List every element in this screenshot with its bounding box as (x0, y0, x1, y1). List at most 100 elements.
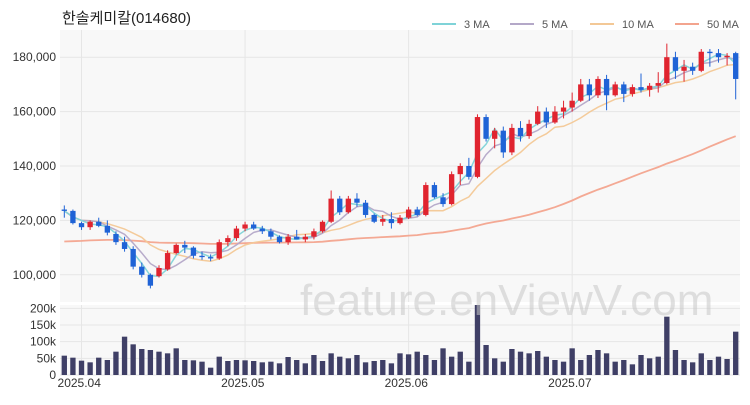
volume-bar (87, 362, 93, 375)
candle-body (492, 130, 498, 139)
candle-body (268, 231, 274, 237)
candle-body (655, 83, 661, 86)
candle-body (156, 268, 162, 277)
candle-body (474, 117, 481, 177)
axis-labels: 100,000 120,000 140,000 160,000 180,000 0 50k 1… (13, 50, 592, 390)
candle-body (638, 87, 644, 90)
volume-bar (294, 360, 300, 375)
volume-bar (448, 356, 455, 375)
volume-bar (242, 360, 248, 375)
volume-bar (70, 357, 76, 375)
volume-bar (199, 361, 205, 375)
candle-body (61, 209, 67, 211)
volume-bar (139, 349, 145, 375)
candle-body (362, 202, 369, 215)
candle-body (319, 221, 326, 232)
volume-bar (285, 357, 291, 375)
volume-bar (715, 356, 722, 375)
volume-bar (225, 361, 231, 375)
candle-body (70, 210, 76, 224)
candle-body (311, 231, 317, 237)
volume-bar (431, 360, 438, 375)
volume-bar (207, 367, 214, 375)
chart-title: 한솔케미칼(014680) (62, 10, 191, 27)
volume-bar (707, 360, 713, 375)
price-tick-label: 140,000 (13, 159, 57, 173)
candle-body (207, 257, 214, 259)
candle-body (646, 85, 653, 90)
ma50-line (64, 135, 737, 245)
candle-body (431, 185, 438, 198)
candle-body (233, 228, 240, 239)
volume-bar (423, 355, 429, 375)
candle-body (698, 51, 704, 71)
volume-bar (173, 348, 179, 375)
volume-bar (492, 358, 498, 375)
volume-bar (362, 362, 369, 375)
candle-body (612, 84, 618, 96)
volume-bar (681, 360, 687, 375)
candle-body (681, 66, 687, 71)
price-tick-label: 120,000 (13, 213, 57, 227)
candle-body (569, 100, 575, 108)
volume-bar (560, 361, 567, 375)
volume-bar (147, 350, 154, 375)
candle-body (535, 111, 541, 124)
candle-body (225, 238, 231, 243)
candle-body (302, 236, 308, 240)
candle-body (715, 53, 722, 58)
candle-body (78, 223, 85, 228)
candle-body (104, 225, 111, 233)
watermark-text: feature.enViewV.com (300, 276, 713, 325)
volume-tick-label: 150k (30, 318, 57, 332)
candle-body (285, 236, 291, 243)
date-tick-label: 2025.06 (385, 376, 429, 390)
candle-body (164, 253, 171, 270)
candle-body (216, 242, 222, 259)
volume-bar (689, 362, 696, 375)
candle-body (440, 197, 446, 205)
candle-body (354, 198, 360, 203)
legend-label: 5 MA (542, 19, 568, 31)
price-tick-label: 180,000 (13, 50, 57, 64)
volume-bar (509, 349, 515, 375)
volume-bar (543, 356, 549, 375)
volume-bar (733, 331, 739, 375)
volume-bar (621, 360, 627, 375)
volume-bar (130, 344, 136, 375)
price-tick-label: 100,000 (13, 268, 57, 282)
candle-body (130, 248, 136, 267)
date-tick-label: 2025.04 (58, 376, 102, 390)
volume-bar (595, 350, 601, 375)
volume-bar (646, 358, 653, 375)
volume-bar (603, 353, 610, 375)
volume-bar (164, 353, 171, 375)
volume-bar (345, 358, 352, 375)
volume-bar (569, 348, 575, 375)
candle-body (182, 244, 188, 248)
candle-body (595, 78, 601, 96)
volume-bar (612, 361, 618, 375)
volume-bar (698, 353, 704, 375)
volume-bar (672, 350, 679, 375)
volume-bar (552, 360, 558, 375)
candle-body (586, 84, 593, 96)
candle-body (294, 236, 300, 240)
candle-body (242, 224, 248, 229)
volume-bar (638, 355, 644, 375)
volume-bar (104, 360, 111, 375)
candle-body (199, 255, 205, 258)
volume-bar (440, 348, 446, 375)
candle-body (517, 127, 524, 137)
volume-bar (414, 351, 420, 375)
volume-bar (405, 354, 412, 375)
volume-bar (371, 361, 377, 375)
candle-body (526, 123, 532, 137)
candle-body (328, 198, 334, 222)
candle-body (466, 166, 472, 177)
candle-body (448, 174, 455, 205)
volume-bar (121, 336, 128, 375)
volume-bar (302, 363, 308, 375)
